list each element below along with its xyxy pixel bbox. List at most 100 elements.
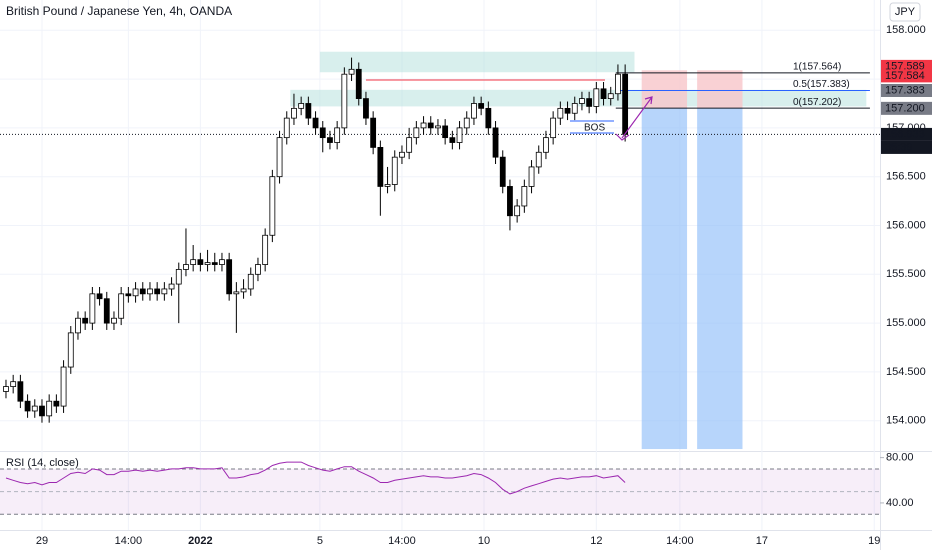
currency-box[interactable] — [889, 2, 921, 22]
candle-body — [75, 317, 81, 334]
candle-body — [3, 386, 9, 392]
candle-body — [240, 288, 247, 293]
countdown-box — [881, 140, 932, 154]
candle-body — [399, 151, 405, 158]
price-label-box — [881, 83, 932, 97]
price-label-box — [881, 127, 932, 141]
price-label: 156.933 — [881, 127, 932, 141]
x-tick-label: 29 — [36, 535, 48, 547]
candle-body — [168, 283, 175, 290]
candle-body — [211, 262, 218, 265]
fib-label: 0.5(157.383) — [793, 79, 850, 90]
candle-body — [161, 288, 168, 295]
price-label-text: 157.200 — [885, 102, 925, 114]
candle-body — [305, 103, 312, 119]
candle-body — [10, 381, 17, 387]
price-label-box — [881, 69, 932, 83]
candle-body — [118, 293, 125, 319]
candle-body — [370, 117, 377, 148]
candle-body — [125, 293, 132, 297]
candle-body — [67, 332, 74, 368]
candle-body — [269, 176, 276, 236]
y-tick-label: 156.500 — [886, 171, 926, 183]
candle-body — [442, 125, 449, 139]
candle-body — [579, 98, 585, 104]
rsi-title: RSI (14, close) — [6, 457, 79, 469]
bos-label: BOS — [584, 123, 605, 134]
x-tick-label: 14:00 — [115, 535, 143, 547]
candle-body — [53, 400, 60, 407]
candle-body — [463, 117, 470, 129]
x-tick-label: 14:00 — [388, 535, 416, 547]
candle-body — [535, 151, 542, 168]
x-tick-label: 19 — [868, 535, 880, 547]
y-tick-label: 156.000 — [886, 219, 926, 231]
candle-body — [586, 98, 593, 107]
x-tick-label: 17 — [756, 535, 768, 547]
candle-body — [528, 166, 535, 187]
price-label-text: 157.584 — [885, 70, 925, 82]
candle-body — [413, 127, 420, 139]
candle-body — [262, 234, 269, 265]
price-label-text: 156.933 — [885, 128, 925, 140]
price-label-box — [881, 101, 932, 115]
price-label-text: 157.383 — [885, 84, 925, 96]
candle-body — [82, 317, 89, 324]
price-label: 157.383 — [881, 83, 932, 97]
candle-body — [478, 103, 485, 109]
candle-body — [226, 259, 233, 295]
candle-body — [197, 259, 204, 265]
x-tick-label: 2022 — [188, 535, 212, 547]
rsi-tick-label: 40.00 — [886, 497, 914, 509]
candle-body — [499, 156, 506, 187]
candle-body — [175, 269, 182, 285]
candle-body — [190, 259, 197, 265]
candle-body — [485, 107, 492, 129]
candle-body — [183, 264, 189, 270]
y-tick-label: 154.000 — [886, 415, 926, 427]
candle-body — [557, 107, 564, 119]
currency: JPY — [895, 6, 916, 18]
reward-zone — [697, 108, 743, 450]
risk-zone — [697, 70, 743, 109]
candle-body — [132, 288, 139, 297]
candle-body — [521, 186, 528, 207]
candle-body — [204, 262, 211, 265]
candle-body — [355, 68, 362, 99]
countdown: 35:39 — [885, 141, 913, 153]
candle-body — [319, 127, 326, 139]
candle-body — [31, 405, 38, 412]
y-tick-label: 155.000 — [886, 317, 926, 329]
candle-body — [312, 117, 319, 129]
candle-body — [298, 103, 305, 109]
candle-body — [607, 93, 614, 99]
candle-body — [147, 288, 153, 295]
projection-arrow — [615, 96, 653, 141]
price-label-text: 157.589 — [885, 60, 925, 72]
candle-body — [593, 88, 600, 107]
y-tick-label: 155.500 — [886, 268, 926, 280]
candle-body — [139, 288, 146, 295]
candle-body — [327, 137, 333, 143]
x-tick-label: 5 — [317, 535, 323, 547]
candle-body — [334, 127, 341, 143]
x-tick-label: 10 — [478, 535, 490, 547]
candle-body — [60, 366, 67, 407]
candle-body — [89, 293, 96, 324]
candle-body — [219, 259, 225, 265]
candle-body — [24, 400, 31, 412]
rsi-band — [0, 468, 880, 515]
price-label: 157.584 — [881, 69, 932, 83]
candle-body — [456, 127, 463, 143]
candle-body — [600, 88, 607, 99]
candle-body — [420, 122, 427, 129]
candle-body — [154, 288, 161, 295]
candle-body — [247, 273, 254, 290]
candle-body — [233, 291, 240, 295]
candle-body — [363, 98, 369, 119]
candle-body — [46, 400, 53, 417]
rsi-tick-label: 80.00 — [886, 452, 914, 464]
price-label: 157.200 — [881, 101, 932, 115]
risk-zone — [641, 70, 688, 109]
